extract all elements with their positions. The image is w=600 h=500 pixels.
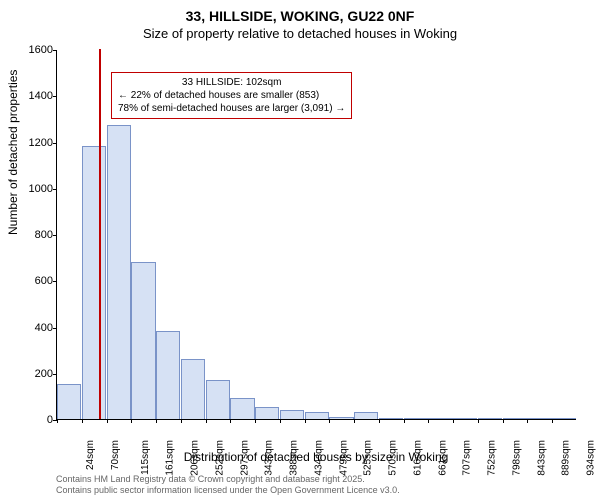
y-tick-mark [53, 281, 57, 282]
x-tick-mark [181, 419, 182, 423]
footer-line1: Contains HM Land Registry data © Crown c… [56, 474, 400, 485]
annotation-line3: 78% of semi-detached houses are larger (… [118, 102, 345, 115]
x-tick-mark [552, 419, 553, 423]
histogram-bar [305, 412, 329, 419]
x-tick-mark [280, 419, 281, 423]
x-tick-mark [230, 419, 231, 423]
y-tick-mark [53, 328, 57, 329]
histogram-bar [379, 418, 403, 419]
y-tick-mark [53, 50, 57, 51]
x-tick-mark [156, 419, 157, 423]
x-tick-mark [527, 419, 528, 423]
y-tick-label: 800 [21, 229, 53, 241]
histogram-bar [453, 418, 477, 419]
y-tick-label: 1600 [21, 44, 53, 56]
y-axis-label: Number of detached properties [6, 70, 20, 235]
footer-attribution: Contains HM Land Registry data © Crown c… [56, 474, 400, 496]
y-tick-label: 1200 [21, 137, 53, 149]
histogram-bar [230, 398, 254, 419]
histogram-bar [552, 418, 576, 419]
x-tick-mark [354, 419, 355, 423]
y-tick-mark [53, 143, 57, 144]
plot-area: 02004006008001000120014001600 24sqm70sqm… [56, 50, 576, 420]
reference-line [99, 49, 101, 419]
histogram-bar [57, 384, 81, 419]
histogram-bar [82, 146, 106, 419]
y-tick-label: 1400 [21, 90, 53, 102]
histogram-bar [131, 262, 155, 419]
x-tick-mark [503, 419, 504, 423]
y-tick-mark [53, 96, 57, 97]
x-axis-label: Distribution of detached houses by size … [56, 450, 576, 464]
annotation-box: 33 HILLSIDE: 102sqm ← 22% of detached ho… [111, 72, 352, 119]
histogram-bar [503, 418, 527, 419]
annotation-line1: 33 HILLSIDE: 102sqm [118, 76, 345, 89]
y-tick-label: 1000 [21, 183, 53, 195]
histogram-bar [428, 418, 452, 419]
x-tick-mark [404, 419, 405, 423]
y-tick-label: 400 [21, 322, 53, 334]
histogram-bar [404, 418, 428, 419]
footer-line2: Contains public sector information licen… [56, 485, 400, 496]
chart-title: 33, HILLSIDE, WOKING, GU22 0NF [0, 0, 600, 24]
x-tick-mark [82, 419, 83, 423]
x-tick-mark [305, 419, 306, 423]
x-tick-mark [453, 419, 454, 423]
x-tick-label: 934sqm [586, 440, 597, 476]
histogram-bar [527, 418, 551, 419]
x-tick-mark [131, 419, 132, 423]
chart-subtitle: Size of property relative to detached ho… [0, 24, 600, 41]
histogram-bar [107, 125, 131, 419]
x-tick-mark [57, 419, 58, 423]
x-tick-mark [478, 419, 479, 423]
x-tick-mark [206, 419, 207, 423]
y-tick-label: 200 [21, 368, 53, 380]
x-tick-mark [329, 419, 330, 423]
histogram-bar [206, 380, 230, 419]
y-tick-mark [53, 374, 57, 375]
chart-container: 33, HILLSIDE, WOKING, GU22 0NF Size of p… [0, 0, 600, 500]
annotation-line2: ← 22% of detached houses are smaller (85… [118, 89, 345, 102]
histogram-bar [280, 410, 304, 419]
x-tick-mark [255, 419, 256, 423]
histogram-bar [329, 417, 353, 419]
y-tick-label: 600 [21, 275, 53, 287]
y-tick-mark [53, 189, 57, 190]
histogram-bar [354, 412, 378, 419]
y-tick-label: 0 [21, 414, 53, 426]
histogram-bar [255, 407, 279, 419]
x-tick-mark [107, 419, 108, 423]
x-tick-mark [428, 419, 429, 423]
histogram-bar [478, 418, 502, 419]
histogram-bar [156, 331, 180, 419]
histogram-bar [181, 359, 205, 419]
y-tick-mark [53, 235, 57, 236]
x-tick-mark [379, 419, 380, 423]
